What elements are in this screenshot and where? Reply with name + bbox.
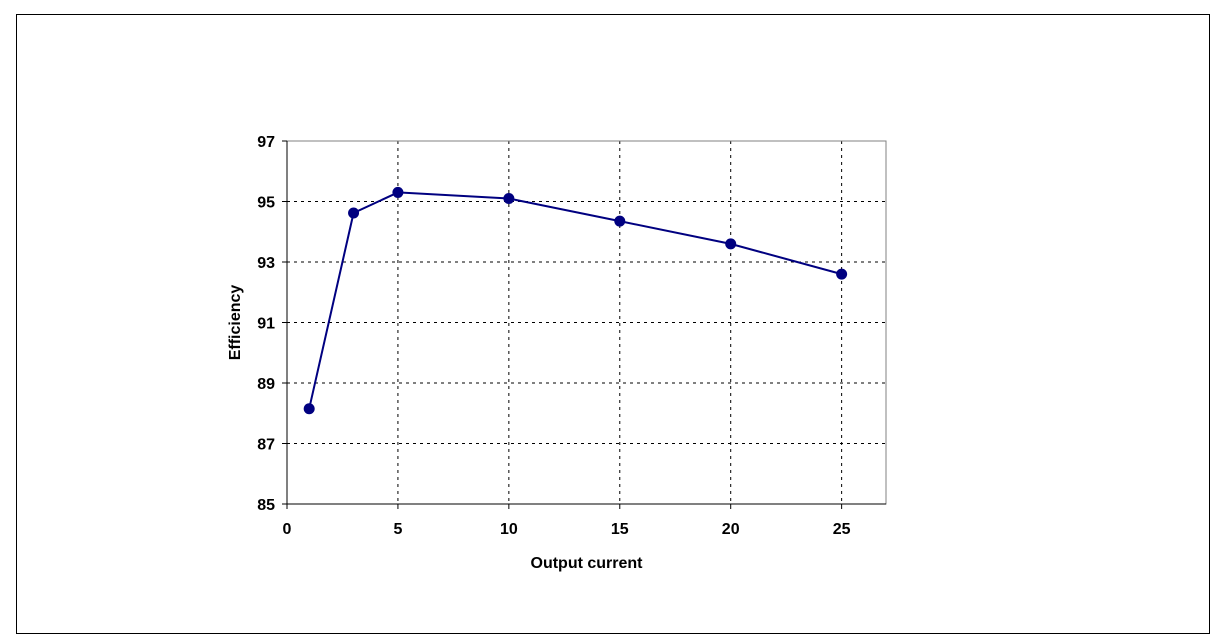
y-tick-label: 97	[257, 134, 275, 151]
data-point	[614, 215, 626, 227]
x-tick-label: 10	[500, 521, 518, 538]
x-axis-label: Output current	[531, 555, 644, 572]
x-tick-label: 15	[611, 521, 629, 538]
y-axis-label: Efficiency	[227, 285, 244, 361]
series-line	[308, 191, 842, 409]
data-point	[392, 186, 404, 198]
data-point	[836, 268, 848, 280]
plot-area	[286, 140, 887, 505]
x-tick-label: 0	[283, 521, 292, 538]
y-tick-label: 87	[257, 437, 275, 454]
axes	[282, 140, 886, 509]
data-point	[725, 238, 737, 250]
y-tick-label: 93	[257, 255, 275, 272]
y-tick-label: 95	[257, 195, 275, 212]
y-tick-label: 89	[257, 376, 275, 393]
data-point	[303, 403, 315, 415]
chart-frame	[16, 14, 1210, 634]
x-tick-label: 25	[833, 521, 851, 538]
y-tick-label: 91	[257, 316, 275, 333]
x-tick-label: 5	[393, 521, 402, 538]
data-point	[503, 192, 515, 204]
tick-labels: 85 87 89 91 93 95 97 0 5 10 15 20 25	[257, 134, 850, 538]
y-tick-label: 85	[257, 497, 275, 514]
x-tick-label: 20	[722, 521, 740, 538]
series-group	[303, 186, 848, 415]
grid-lines	[287, 141, 886, 504]
data-point	[348, 207, 360, 219]
